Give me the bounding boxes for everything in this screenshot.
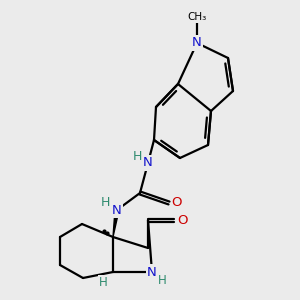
Polygon shape xyxy=(113,210,119,237)
Text: H: H xyxy=(99,275,107,289)
Text: H: H xyxy=(100,196,110,209)
Text: N: N xyxy=(147,266,157,278)
Text: H: H xyxy=(158,274,166,287)
Text: N: N xyxy=(112,203,122,217)
Text: O: O xyxy=(177,214,187,226)
Text: N: N xyxy=(143,157,153,169)
Text: H: H xyxy=(132,149,142,163)
Text: O: O xyxy=(172,196,182,209)
Text: N: N xyxy=(192,37,202,50)
Text: CH₃: CH₃ xyxy=(188,12,207,22)
